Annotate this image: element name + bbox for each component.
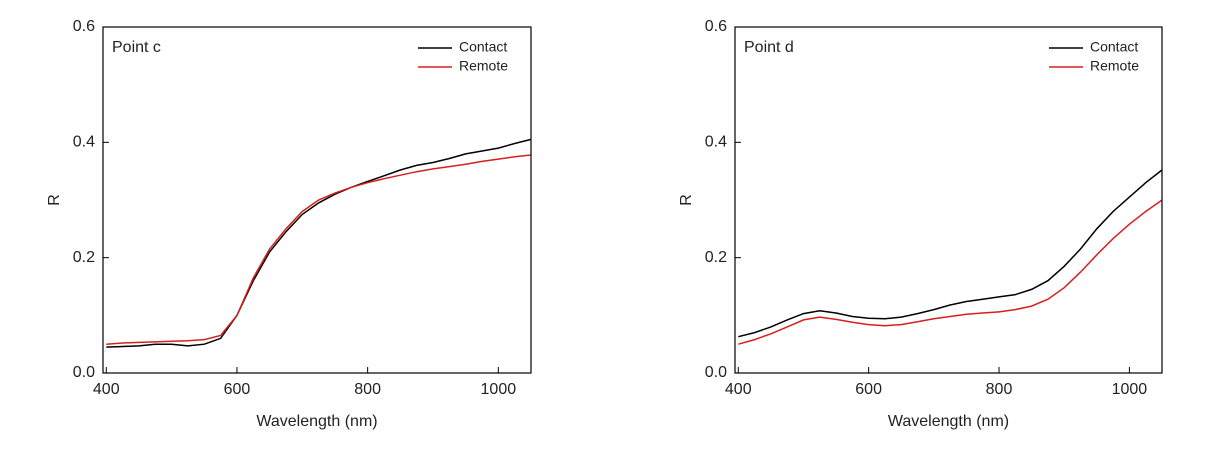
x-tick-label: 400: [725, 381, 752, 398]
x-axis-label: Wavelength (nm): [888, 413, 1009, 430]
legend-label: Contact: [1090, 39, 1138, 55]
x-tick-label: 800: [986, 381, 1013, 398]
annotation: Point d: [744, 39, 794, 56]
plot-frame: [102, 26, 532, 374]
data-line: [106, 154, 532, 345]
y-tick-label: 0.6: [73, 18, 95, 35]
y-axis-label: R: [46, 194, 63, 206]
x-axis-label: Wavelength (nm): [256, 413, 377, 430]
data-line: [738, 169, 1163, 338]
y-tick-label: 0.0: [73, 364, 95, 381]
x-tick-label: 400: [93, 381, 120, 398]
x-tick-label: 800: [354, 381, 381, 398]
data-line: [738, 199, 1163, 345]
x-tick-label: 1000: [1112, 381, 1148, 398]
plot-frame: [734, 26, 1163, 374]
y-tick-label: 0.0: [705, 364, 727, 381]
x-tick-label: 1000: [481, 381, 517, 398]
y-tick-label: 0.2: [705, 249, 727, 266]
x-tick-label: 600: [855, 381, 882, 398]
annotation: Point c: [112, 39, 161, 56]
y-tick-label: 0.4: [73, 134, 95, 151]
y-axis-label: R: [678, 194, 695, 206]
legend-label: Contact: [459, 39, 507, 55]
y-tick-label: 0.6: [705, 18, 727, 35]
legend-label: Remote: [459, 58, 508, 74]
data-line: [106, 138, 532, 348]
y-tick-label: 0.4: [705, 134, 727, 151]
y-tick-label: 0.2: [73, 249, 95, 266]
x-tick-label: 600: [224, 381, 251, 398]
legend-label: Remote: [1090, 58, 1139, 74]
